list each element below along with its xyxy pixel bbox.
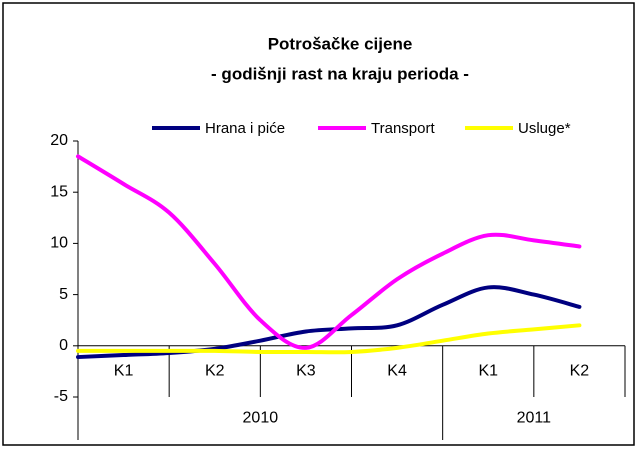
chart-border	[2, 2, 635, 446]
y-tick-label: 5	[59, 286, 68, 303]
x-tick-label: K1	[114, 363, 134, 380]
legend-label: Transport	[371, 120, 435, 137]
x-tick-label: K2	[205, 363, 225, 380]
series-line	[76, 154, 582, 350]
x-tick-label: K3	[296, 363, 316, 380]
y-tick-label: 15	[50, 183, 68, 200]
year-label: 2010	[243, 410, 279, 427]
chart-subtitle: - godišnji rast na kraju perioda -	[211, 64, 469, 83]
x-tick-label: K4	[387, 363, 407, 380]
legend-label: Hrana i piće	[205, 120, 285, 137]
chart-title: Potrošačke cijene	[268, 34, 413, 53]
y-tick-label: 10	[50, 235, 68, 252]
legend-label: Usluge*	[518, 120, 571, 137]
y-tick-label: -5	[54, 388, 68, 405]
series-line	[76, 285, 582, 360]
x-tick-label: K2	[570, 363, 590, 380]
x-tick-label: K1	[478, 363, 498, 380]
year-label: 2011	[517, 410, 552, 427]
series-line	[76, 323, 582, 355]
y-tick-label: 0	[59, 337, 68, 354]
y-tick-label: 20	[50, 132, 68, 149]
